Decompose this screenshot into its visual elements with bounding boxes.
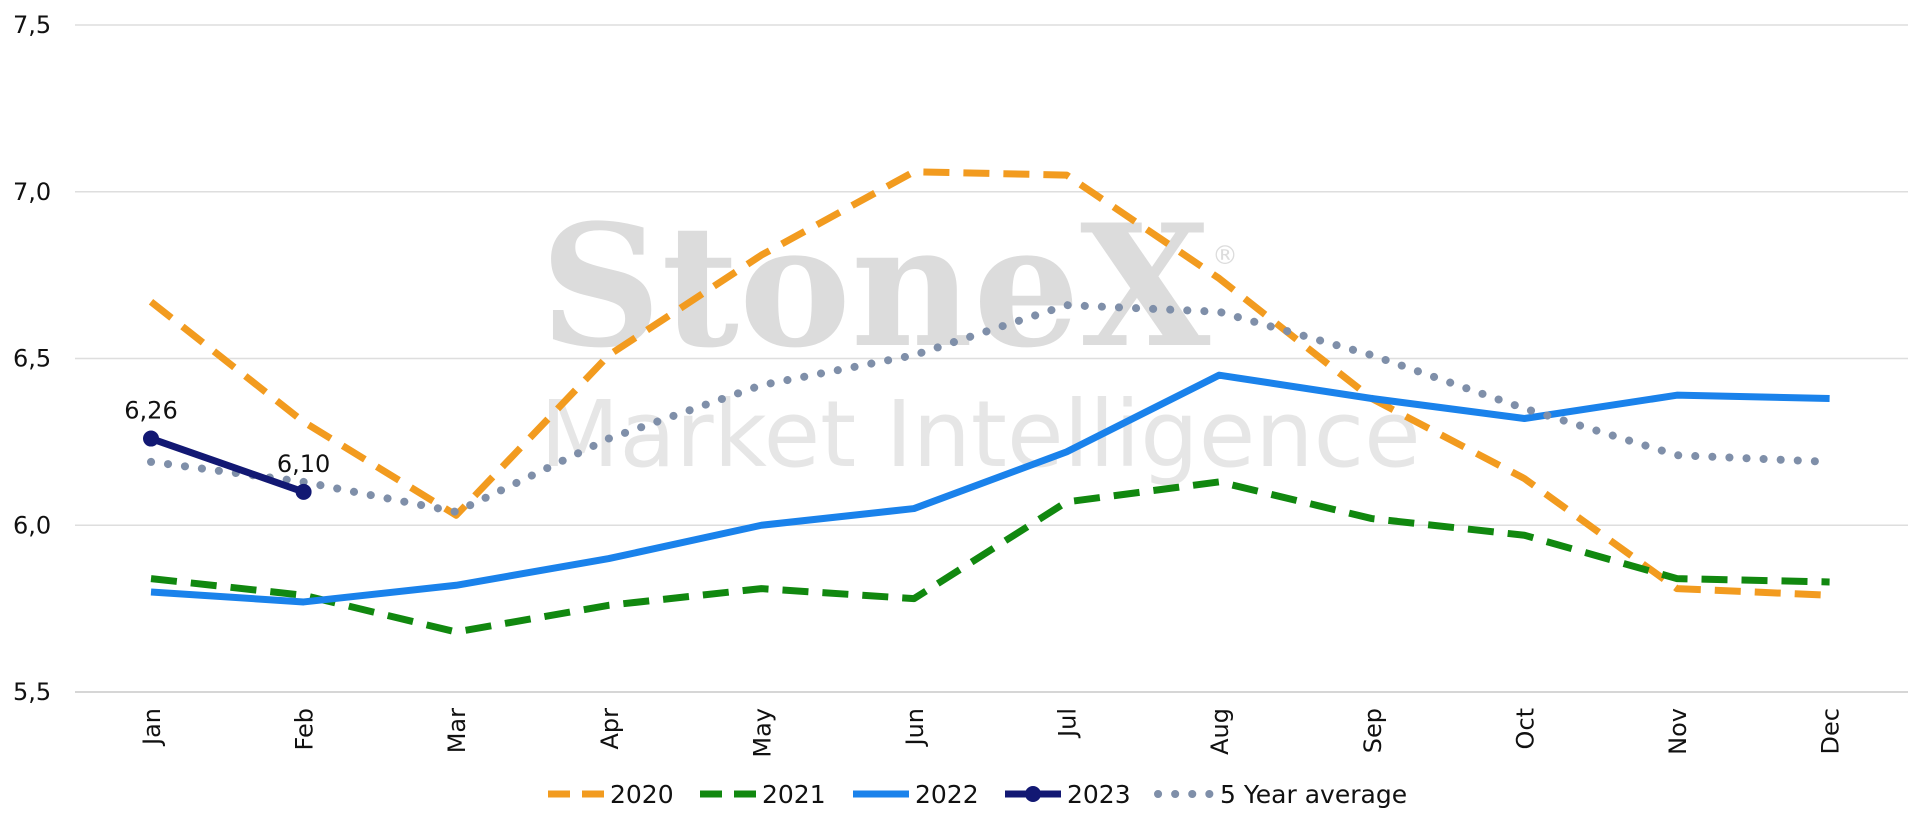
x-tick-label: Mar [443,708,471,753]
series-point-2023 [295,483,312,500]
series-line-2023 [149,435,305,496]
x-tick-label: Sep [1359,708,1387,753]
x-tick-label: Oct [1511,708,1539,750]
legend: 2020 2021 2022 2023 5 Year average [548,780,1407,809]
y-tick-label: 5,5 [13,678,51,706]
x-tick-label: Dec [1817,708,1845,754]
stonex-watermark: StoneX ® Market Intelligence [540,187,1421,488]
watermark-registered-mark: ® [1212,241,1238,271]
legend-label-2022: 2022 [915,780,979,809]
legend-label-2023: 2023 [1067,780,1131,809]
data-labels: 6,26 6,10 [124,397,330,478]
legend-label-2020: 2020 [610,780,674,809]
watermark-brand: StoneX [540,187,1211,385]
x-axis-ticks: Jan Feb Mar Apr May Jun Jul Aug Sep Oct Nov Dec [138,708,1845,758]
legend-label-2021: 2021 [762,780,826,809]
y-tick-label: 7,0 [13,178,51,206]
x-tick-label: Aug [1206,708,1234,755]
watermark-tagline: Market Intelligence [540,381,1421,488]
data-label: 6,10 [277,450,330,478]
x-tick-label: Jan [138,708,166,747]
series-lines [143,168,1834,636]
series-point-2023 [143,430,159,447]
series-line-2020 [148,168,1830,599]
legend-marker-2023 [1025,786,1041,802]
x-tick-label: Nov [1664,708,1692,755]
x-tick-label: May [748,708,776,758]
gridlines [75,24,1908,693]
x-tick-label: Jul [1054,708,1082,739]
x-tick-label: Feb [291,708,319,751]
y-tick-label: 7,5 [13,11,51,39]
y-axis-ticks: 5,5 6,0 6,5 7,0 7,5 [13,11,51,706]
series-line-2021 [150,478,1830,636]
x-tick-label: Apr [596,708,624,750]
legend-label-5-year-average: 5 Year average [1220,780,1407,809]
data-label: 6,26 [124,397,177,425]
x-tick-label: Jun [901,708,929,748]
y-tick-label: 6,0 [13,511,51,539]
series-line-5-year-average [147,301,1834,517]
y-tick-label: 6,5 [13,345,51,373]
